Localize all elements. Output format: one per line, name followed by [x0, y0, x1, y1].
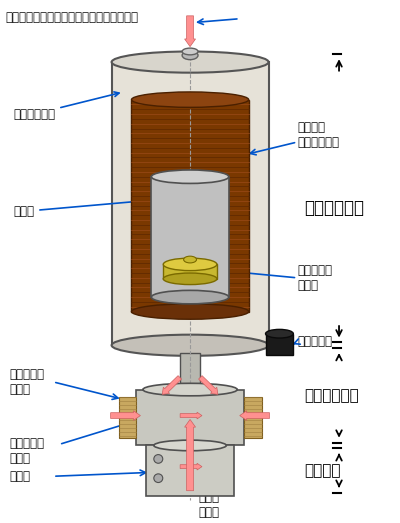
Bar [146, 446, 234, 495]
Text: トラップ・打ち上げ用レーザ（上下２本）: トラップ・打ち上げ用レーザ（上下２本） [5, 11, 138, 24]
Bar [180, 353, 200, 390]
Text: トラップ用
コイル: トラップ用 コイル [9, 368, 44, 396]
Text: 検出用
レーザ: 検出用 レーザ [198, 491, 219, 519]
Bar [136, 390, 244, 446]
Text: 相互作用領域: 相互作用領域 [304, 199, 364, 217]
Text: 真空槽: 真空槽 [13, 198, 151, 218]
FancyArrow shape [198, 376, 218, 394]
Ellipse shape [154, 440, 226, 451]
Bar [244, 397, 262, 438]
Ellipse shape [154, 454, 163, 463]
FancyArrow shape [240, 411, 270, 420]
Text: 均一磁場
発生用コイル: 均一磁場 発生用コイル [297, 121, 339, 149]
Text: トラップ領域: トラップ領域 [304, 388, 359, 403]
Ellipse shape [132, 92, 249, 107]
Bar [266, 334, 293, 355]
Ellipse shape [182, 51, 198, 60]
Text: 真空ポンプ: 真空ポンプ [297, 335, 332, 348]
Text: マイクロ波
共振器: マイクロ波 共振器 [297, 264, 332, 292]
Ellipse shape [163, 258, 217, 270]
FancyArrow shape [185, 419, 196, 491]
Ellipse shape [132, 304, 249, 319]
Bar [163, 264, 217, 279]
FancyArrow shape [185, 16, 196, 47]
Text: 検出器: 検出器 [9, 470, 30, 483]
FancyArrow shape [180, 463, 202, 470]
Ellipse shape [154, 474, 163, 483]
Ellipse shape [163, 273, 217, 285]
Bar [151, 177, 229, 297]
Bar [132, 100, 249, 312]
Ellipse shape [182, 48, 198, 55]
Ellipse shape [184, 256, 196, 263]
Ellipse shape [266, 329, 293, 338]
FancyArrow shape [162, 376, 182, 394]
Ellipse shape [112, 51, 268, 73]
FancyArrow shape [180, 412, 202, 419]
Text: 検出領域: 検出領域 [304, 463, 341, 478]
Bar [112, 62, 268, 345]
Ellipse shape [151, 290, 229, 304]
Ellipse shape [151, 170, 229, 184]
Ellipse shape [112, 335, 268, 356]
Text: 磁気シールド: 磁気シールド [13, 92, 119, 121]
Text: トラップ用
レーザ: トラップ用 レーザ [9, 437, 44, 465]
Ellipse shape [143, 383, 237, 396]
FancyArrow shape [111, 411, 140, 420]
Bar [118, 397, 136, 438]
